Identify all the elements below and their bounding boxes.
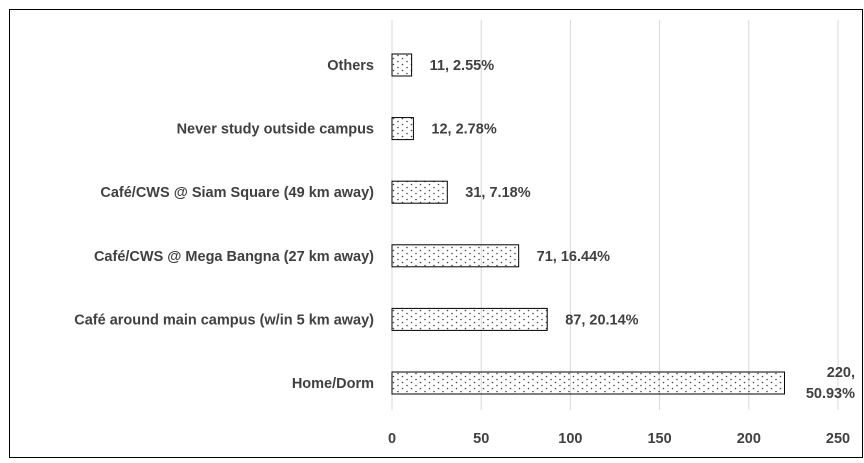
data-label-1-line-1: 220, bbox=[827, 365, 855, 381]
data-label-1-line-2: 50.93% bbox=[806, 386, 855, 402]
category-label-2: Café around main campus (w/in 5 km away) bbox=[74, 312, 374, 328]
data-label-3: 71, 16.44% bbox=[537, 249, 610, 265]
x-tick-label-250: 250 bbox=[826, 431, 850, 447]
bar-6 bbox=[391, 53, 413, 77]
bar-4 bbox=[391, 180, 448, 204]
bar-5 bbox=[391, 117, 414, 141]
data-label-4: 31, 7.18% bbox=[465, 185, 530, 201]
x-tick-label-150: 150 bbox=[647, 431, 671, 447]
bar-3 bbox=[391, 244, 520, 268]
bar-2 bbox=[391, 307, 548, 331]
x-tick-label-100: 100 bbox=[558, 431, 582, 447]
x-tick-label-200: 200 bbox=[737, 431, 761, 447]
data-label-1: 220, 50.93% bbox=[806, 365, 855, 402]
data-label-2: 87, 20.14% bbox=[565, 312, 638, 328]
x-tick-label-0: 0 bbox=[388, 431, 396, 447]
data-label-5: 12, 2.78% bbox=[431, 122, 496, 138]
category-label-6: Others bbox=[327, 58, 374, 74]
bar-1 bbox=[391, 371, 785, 395]
x-tick-label-50: 50 bbox=[473, 431, 489, 447]
category-label-5: Never study outside campus bbox=[177, 122, 374, 138]
category-label-1: Home/Dorm bbox=[292, 376, 374, 392]
data-label-6: 11, 2.55% bbox=[430, 58, 495, 74]
category-label-4: Café/CWS @ Siam Square (49 km away) bbox=[100, 185, 374, 201]
category-label-3: Café/CWS @ Mega Bangna (27 km away) bbox=[94, 249, 374, 265]
